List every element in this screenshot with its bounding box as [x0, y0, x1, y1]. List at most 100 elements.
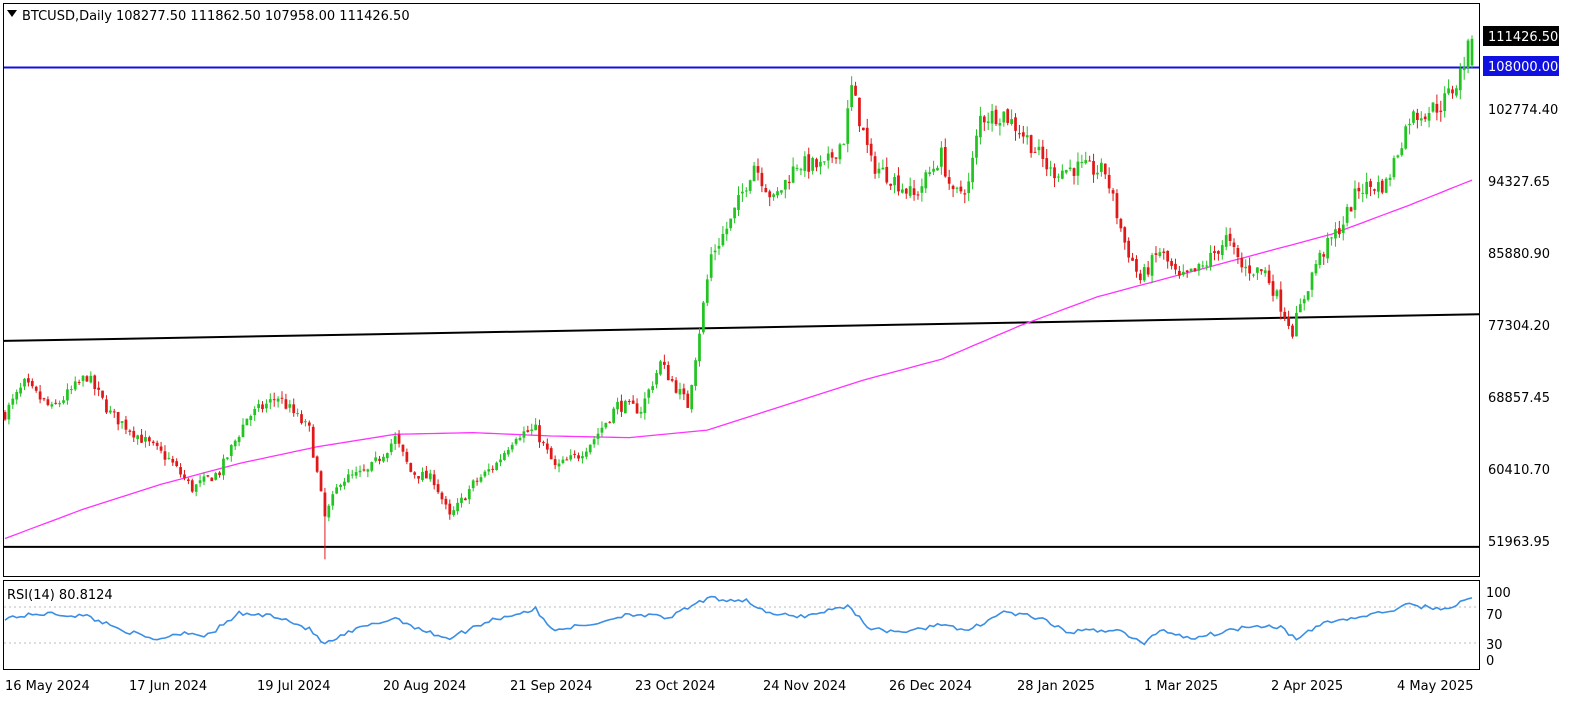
candle-body [834, 157, 838, 159]
candle [1138, 269, 1142, 284]
candle-body [893, 177, 896, 186]
candle-body [1178, 270, 1181, 276]
time-label: 1 Mar 2025 [1144, 679, 1218, 694]
candle [951, 184, 955, 198]
candle-body [155, 442, 159, 446]
candle-body [440, 492, 444, 500]
candle-body [460, 497, 463, 503]
candle [1455, 85, 1458, 98]
candle-body [284, 399, 288, 409]
candle-body [854, 85, 857, 96]
candle [257, 399, 260, 412]
candle [358, 465, 362, 477]
candle-body [276, 398, 280, 402]
candle-body [128, 430, 132, 432]
candle-body [1150, 255, 1154, 276]
candle-body [1041, 146, 1045, 159]
candle [19, 382, 22, 397]
candle-body [7, 404, 11, 420]
candle [140, 429, 143, 443]
candle-body [1037, 146, 1041, 151]
candle-body [120, 421, 124, 423]
candle [268, 393, 272, 410]
candle [202, 471, 206, 486]
candle-body [725, 228, 729, 235]
candle [1057, 173, 1060, 183]
candle [300, 410, 303, 425]
candle [1443, 86, 1447, 118]
candle-body [1380, 180, 1384, 193]
candle [1096, 165, 1099, 180]
candle [725, 221, 729, 241]
candle [50, 401, 54, 409]
candle-body [11, 398, 15, 405]
candle [382, 453, 385, 463]
candle [370, 461, 374, 473]
candle [108, 405, 112, 415]
candle-body [222, 458, 225, 476]
collapse-triangle-icon[interactable] [7, 10, 17, 17]
candle [846, 99, 850, 153]
candle [343, 478, 346, 490]
candle [214, 471, 218, 481]
candle [1037, 139, 1041, 156]
candle-body [553, 459, 557, 466]
candle-body [1416, 112, 1419, 120]
candle-body [1088, 160, 1092, 162]
candle-body [1279, 289, 1283, 312]
candle [1076, 152, 1080, 186]
main-plot-frame [3, 3, 1480, 577]
candle [1158, 247, 1162, 258]
candle [861, 127, 865, 131]
candle-body [354, 472, 358, 476]
candle [222, 454, 225, 480]
trendline[interactable] [3, 313, 1480, 342]
candle-body [1470, 38, 1474, 66]
candle [549, 446, 553, 460]
candle [42, 397, 46, 402]
rsi-label: RSI(14) 80.8124 [7, 588, 113, 603]
candle-body [971, 157, 974, 183]
candle [194, 483, 198, 497]
candle-body [659, 361, 662, 375]
candle-body [389, 443, 393, 453]
candle-body [374, 457, 378, 461]
candle [1435, 94, 1439, 121]
candle [639, 406, 643, 419]
candle-body [1369, 181, 1372, 187]
candle-body [690, 384, 694, 410]
candle [1376, 175, 1380, 199]
candle-body [1127, 240, 1131, 258]
candle [1025, 126, 1029, 145]
candle [1174, 258, 1177, 275]
candle-body [967, 181, 971, 193]
candle [1470, 35, 1474, 68]
candle [822, 161, 826, 165]
candle [928, 166, 932, 177]
candle-body [1271, 281, 1275, 296]
candle [304, 418, 307, 427]
candle [471, 479, 475, 492]
candle [803, 151, 807, 177]
candle-body [1138, 273, 1142, 281]
candle [1392, 155, 1396, 180]
candle [421, 467, 424, 482]
candle-body [339, 485, 342, 488]
candle [791, 157, 795, 184]
time-label: 16 May 2024 [5, 679, 90, 694]
candle [647, 388, 651, 404]
time-label: 17 Jun 2024 [129, 679, 207, 694]
last-price-label: 111426.50 [1488, 30, 1558, 45]
candle-body [1252, 274, 1255, 276]
candle [284, 393, 288, 410]
candle-body [428, 473, 432, 480]
candle [1006, 108, 1010, 126]
candle-body [1412, 111, 1415, 123]
candle [702, 301, 705, 335]
candle [1291, 323, 1294, 339]
candle-body [159, 446, 163, 451]
candle [787, 175, 791, 190]
candle-body [842, 144, 846, 146]
candle-body [1431, 102, 1435, 112]
candle [506, 446, 510, 457]
